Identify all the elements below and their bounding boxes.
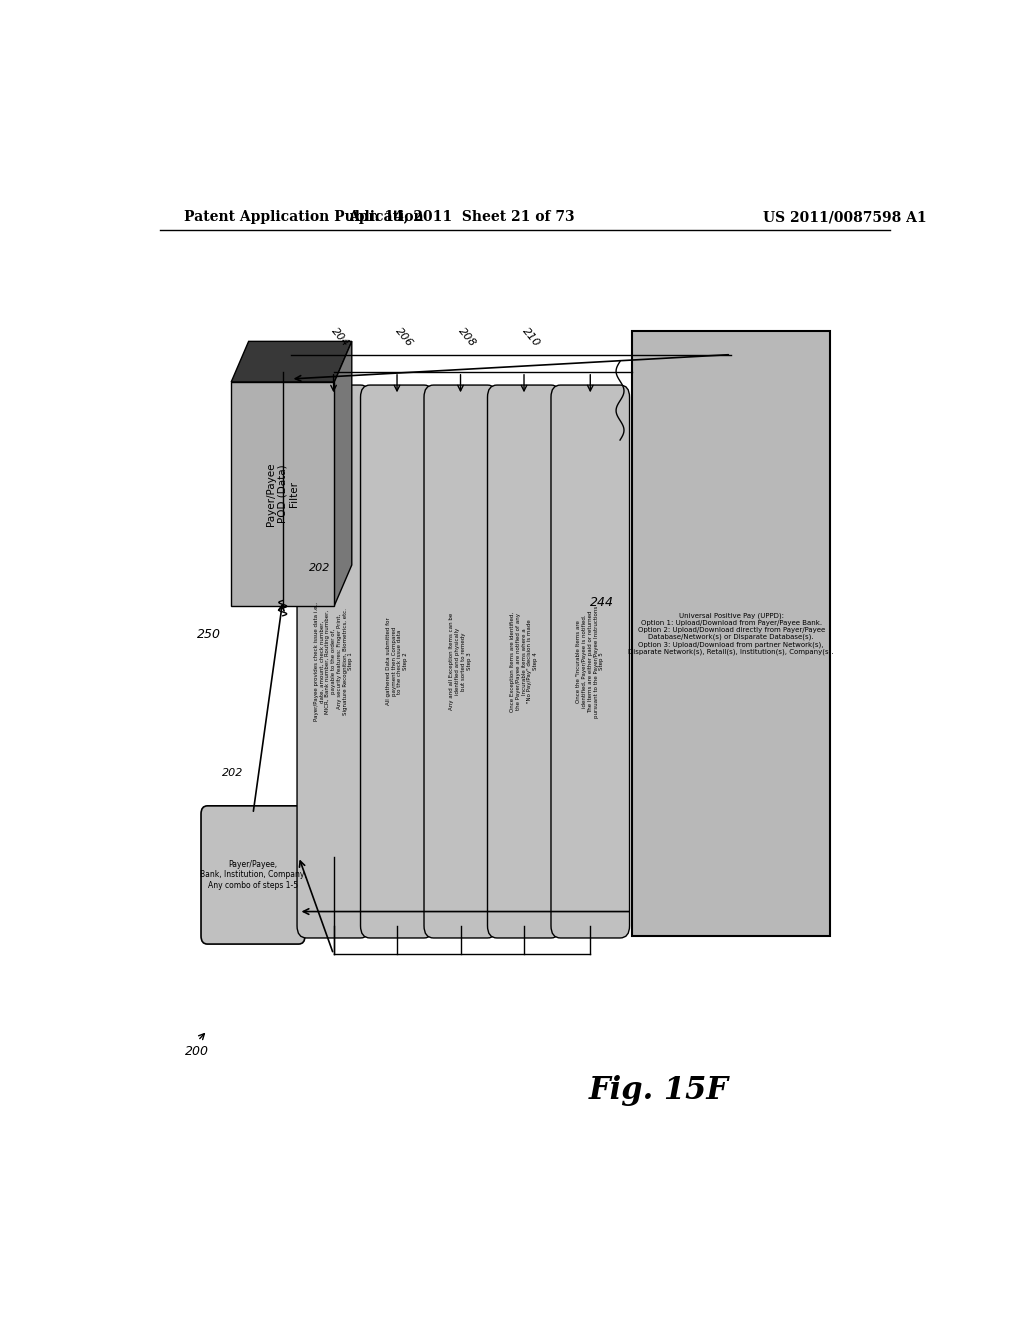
Text: 210: 210	[520, 326, 542, 348]
Text: 200: 200	[185, 1045, 209, 1057]
Text: Any and all Exception Items can be
identified and physically
but sorted to remed: Any and all Exception Items can be ident…	[450, 612, 472, 710]
FancyBboxPatch shape	[632, 331, 830, 936]
FancyBboxPatch shape	[424, 385, 497, 939]
Text: Payer/Payee
POD (Data)
Filter: Payer/Payee POD (Data) Filter	[266, 462, 299, 525]
FancyBboxPatch shape	[360, 385, 433, 939]
Text: 250: 250	[197, 628, 221, 642]
Text: Universal Positive Pay (UPPD):
Option 1: Upload/Download from Payer/Payee Bank.
: Universal Positive Pay (UPPD): Option 1:…	[629, 612, 834, 655]
Text: 244: 244	[590, 595, 613, 609]
Text: Apr. 14, 2011  Sheet 21 of 73: Apr. 14, 2011 Sheet 21 of 73	[348, 210, 574, 224]
Polygon shape	[231, 342, 352, 381]
FancyBboxPatch shape	[297, 385, 370, 939]
Text: Fig. 15F: Fig. 15F	[588, 1074, 728, 1106]
Text: Payer/Payee,
Bank, Institution, Company,
Any combo of steps 1-5: Payer/Payee, Bank, Institution, Company,…	[200, 861, 306, 890]
Text: US 2011/0087598 A1: US 2011/0087598 A1	[763, 210, 927, 224]
Polygon shape	[231, 381, 334, 606]
Text: Once Exception Items are identified,
the Payer/Payee are notified of any
Incurab: Once Exception Items are identified, the…	[510, 611, 538, 711]
FancyBboxPatch shape	[551, 385, 630, 939]
Text: Once the "Incurable Items are
identified, Payer/Payee is notified.
The Items are: Once the "Incurable Items are identified…	[577, 606, 604, 718]
Text: Patent Application Publication: Patent Application Publication	[183, 210, 423, 224]
Text: 202: 202	[309, 564, 331, 573]
Text: Payer/Payee provides check issue data i.e.,
date, amount, check number,
MICR, Ba: Payer/Payee provides check issue data i.…	[313, 602, 353, 721]
Text: All gathered Data submitted for
payment then Compared
to the check issue data
St: All gathered Data submitted for payment …	[386, 618, 409, 705]
Polygon shape	[334, 342, 352, 606]
FancyBboxPatch shape	[201, 805, 305, 944]
Text: 204: 204	[330, 326, 351, 348]
FancyBboxPatch shape	[487, 385, 560, 939]
Text: 206: 206	[393, 326, 415, 348]
Text: 208: 208	[457, 326, 478, 348]
Text: 202: 202	[221, 768, 243, 779]
